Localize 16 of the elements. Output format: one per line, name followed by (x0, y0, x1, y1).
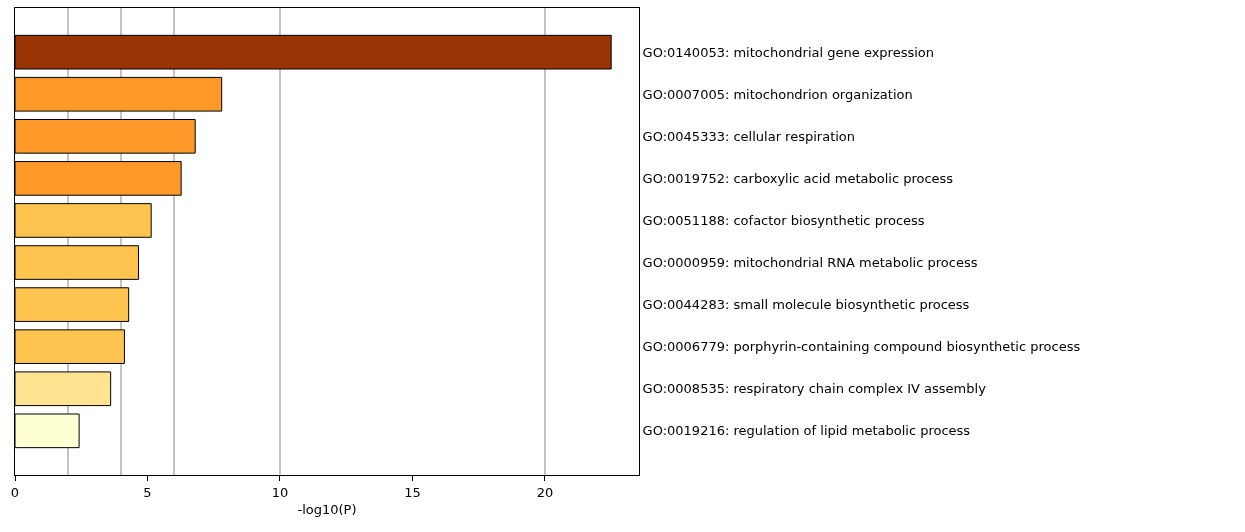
y-tick-label: GO:0140053: mitochondrial gene expression (642, 44, 935, 60)
y-tick-label: GO:0051188: cofactor biosynthetic process (642, 213, 925, 229)
y-tick-label: GO:0019216: regulation of lipid metabolic process (642, 423, 971, 439)
y-tick-label: GO:0019752: carboxylic acid metabolic process (642, 170, 954, 186)
x-tick-label: 5 (143, 484, 152, 500)
y-tick-label: GO:0044283: small molecule biosynthetic process (642, 297, 970, 313)
x-tick-label: 20 (536, 484, 554, 500)
y-tick-label: GO:0000959: mitochondrial RNA metabolic process (642, 255, 978, 271)
x-tick-label: 15 (404, 484, 421, 500)
x-axis-title: -log10(P) (297, 502, 357, 518)
x-tick-label: 10 (271, 484, 289, 500)
y-tick-label: GO:0045333: cellular respiration (642, 128, 856, 144)
y-tick-label: GO:0008535: respiratory chain complex IV assembly (642, 381, 987, 397)
x-tick-label: 0 (10, 484, 20, 500)
y-tick-label: GO:0006779: porphyrin-containing compound biosynthetic process (642, 339, 1081, 355)
y-tick-label: GO:0007005: mitochondrion organization (642, 86, 913, 102)
